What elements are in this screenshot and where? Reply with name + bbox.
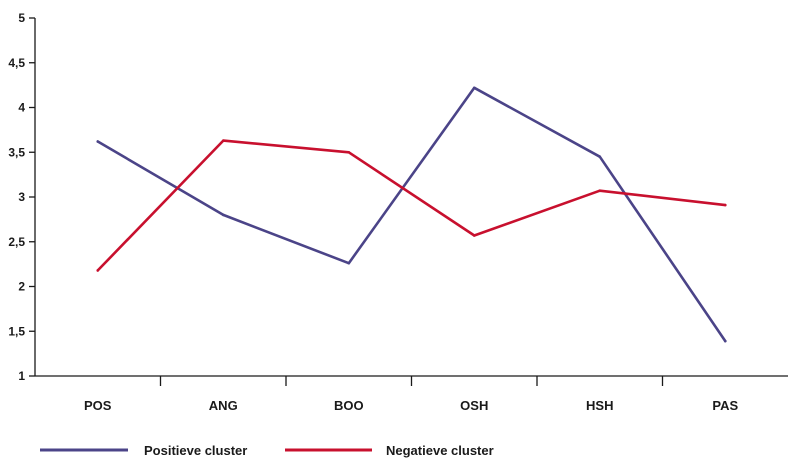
- y-tick-label: 2,5: [8, 235, 25, 249]
- data-point: [96, 140, 100, 143]
- data-point: [598, 155, 602, 159]
- x-tick-label: HSH: [586, 398, 613, 413]
- y-tick-label: 5: [18, 11, 25, 25]
- x-tick-label: ANG: [209, 398, 238, 413]
- y-tick-label: 3: [18, 190, 25, 204]
- y-tick-label: 1,5: [8, 324, 25, 338]
- data-point: [598, 189, 602, 193]
- data-point: [347, 150, 351, 154]
- data-point: [472, 86, 476, 90]
- x-tick-label: POS: [84, 398, 112, 413]
- data-point: [96, 269, 100, 272]
- series-2: [96, 139, 727, 272]
- y-tick-label: 1: [18, 369, 25, 383]
- x-tick-label: OSH: [460, 398, 488, 413]
- y-tick-label: 2: [18, 280, 25, 294]
- y-tick-label: 3,5: [8, 145, 25, 159]
- data-point: [723, 203, 727, 207]
- x-axis: POS ANG BOO OSH HSH PAS: [35, 375, 788, 413]
- series-layer: [96, 86, 727, 343]
- series-line: [96, 139, 727, 272]
- series-line: [96, 86, 727, 343]
- data-point: [221, 213, 225, 217]
- data-point: [723, 339, 727, 343]
- series-1: [96, 86, 727, 343]
- legend-item: Positieve cluster: [40, 443, 247, 458]
- legend-label: Positieve cluster: [144, 443, 247, 458]
- x-tick-label: PAS: [712, 398, 738, 413]
- data-point: [472, 234, 476, 237]
- x-tick-label: BOO: [334, 398, 364, 413]
- data-point: [347, 261, 351, 265]
- legend: Positieve cluster Negatieve cluster: [40, 443, 494, 458]
- legend-label: Negatieve cluster: [386, 443, 494, 458]
- legend-item: Negatieve cluster: [285, 443, 494, 458]
- data-point: [221, 139, 225, 142]
- y-axis: 1 1,5 2 2,5 3 3,5 4 4,5 5: [8, 11, 36, 383]
- y-tick-label: 4,5: [8, 56, 25, 70]
- y-tick-label: 4: [18, 101, 25, 115]
